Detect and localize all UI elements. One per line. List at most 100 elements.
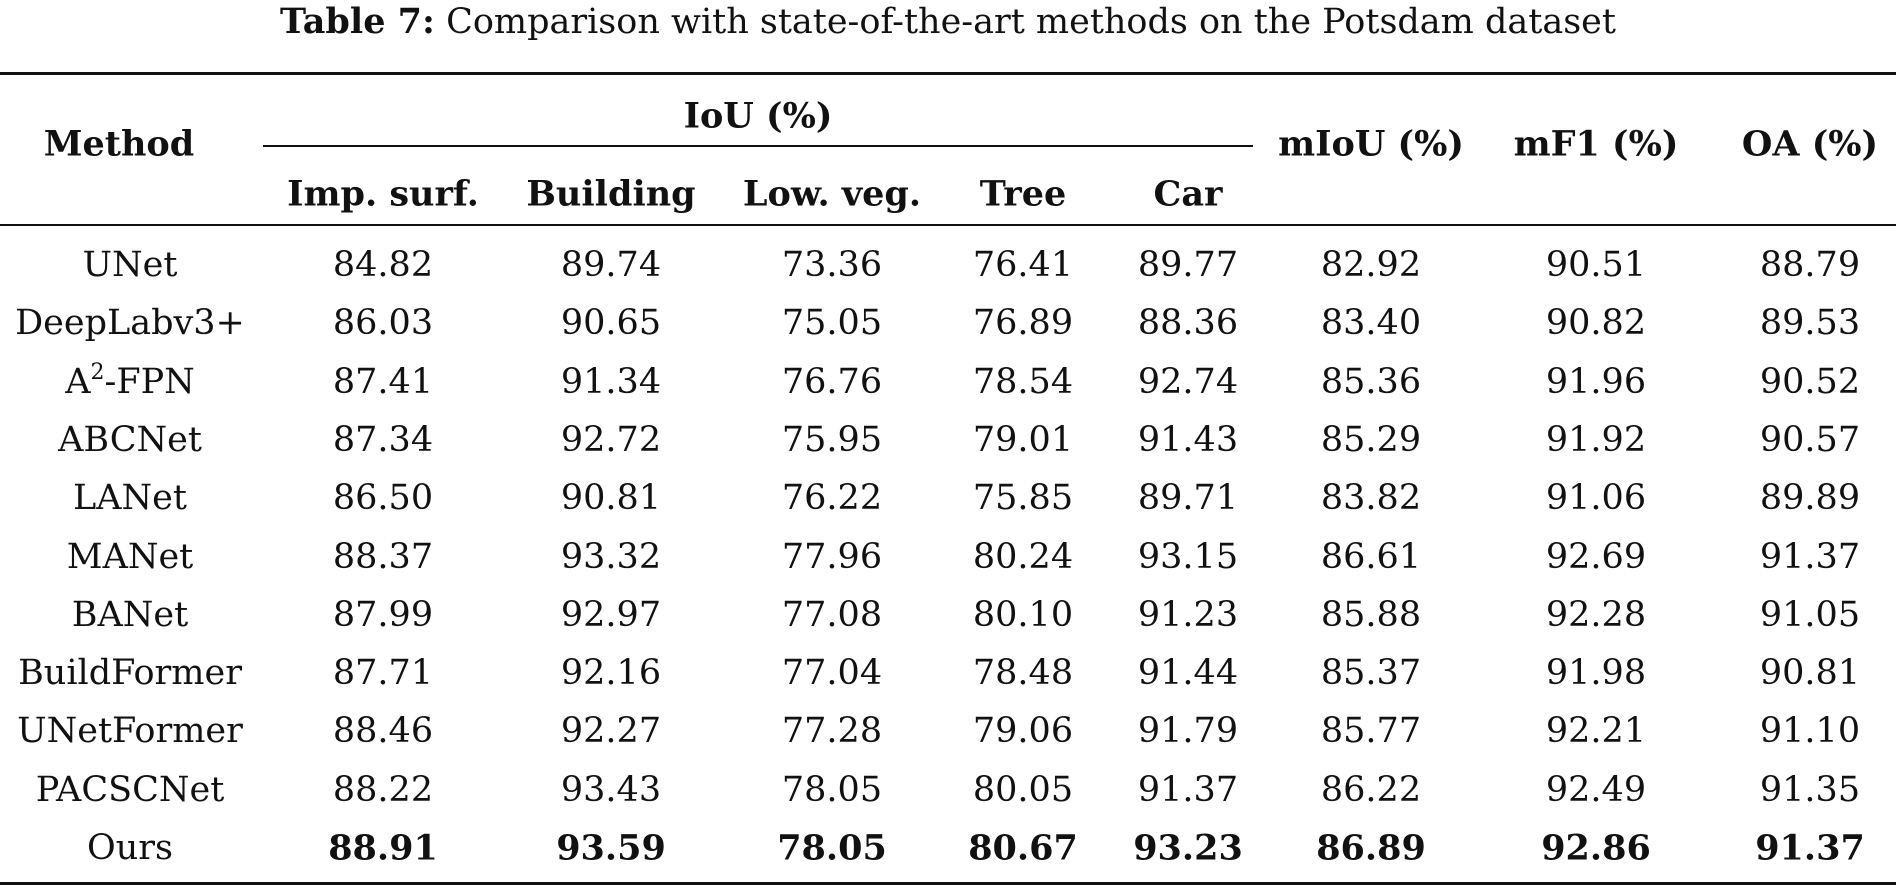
cell-tree: 80.05: [972, 769, 1074, 810]
row-method: BuildFormer: [18, 653, 242, 693]
cell-mf1: 92.69: [1545, 536, 1647, 577]
caption-label: Table 7:: [280, 1, 435, 42]
cell-car: 89.71: [1137, 478, 1239, 519]
cell-tree: 76.89: [972, 303, 1074, 344]
cell-tree: 75.85: [972, 478, 1074, 519]
cell-tree: 80.24: [972, 536, 1074, 577]
cell-tree: 79.01: [972, 419, 1074, 460]
top-rule: [0, 72, 1896, 75]
cell-miou: 85.77: [1320, 711, 1422, 752]
row-method: Ours: [87, 828, 173, 868]
cell-car: 91.79: [1137, 711, 1239, 752]
cell-oa: 89.53: [1759, 303, 1861, 344]
cell-miou: 82.92: [1320, 245, 1422, 285]
caption-text: Comparison with state-of-the-art methods…: [446, 2, 1616, 42]
header-tree: Tree: [979, 173, 1067, 215]
cell-miou: 86.89: [1316, 827, 1426, 869]
cell-imp-surf: 87.71: [332, 653, 434, 694]
row-method: BANet: [72, 595, 188, 635]
cell-oa: 90.52: [1759, 361, 1861, 402]
cell-miou: 85.88: [1320, 594, 1422, 635]
cell-oa: 89.89: [1759, 478, 1861, 519]
cell-mf1: 90.51: [1545, 245, 1647, 285]
cell-imp-surf: 86.03: [332, 303, 434, 344]
row-method: UNetFormer: [17, 711, 243, 751]
cell-imp-surf: 87.34: [332, 419, 434, 460]
cell-imp-surf: 88.22: [332, 769, 434, 810]
header-method: Method: [43, 123, 195, 165]
cell-car: 93.23: [1133, 827, 1243, 869]
header-low-veg: Low. veg.: [742, 173, 922, 215]
cell-mf1: 91.98: [1545, 653, 1647, 694]
cell-car: 91.43: [1137, 419, 1239, 460]
cell-building: 90.81: [560, 478, 662, 519]
cell-mf1: 92.28: [1545, 594, 1647, 635]
cell-low-veg: 77.96: [781, 536, 883, 577]
method-superscript: 2: [90, 359, 105, 385]
cell-building: 90.65: [560, 303, 662, 344]
row-method: UNet: [83, 245, 178, 285]
cell-mf1: 92.49: [1545, 769, 1647, 810]
header-oa: OA (%): [1741, 123, 1879, 165]
cell-mf1: 92.86: [1541, 827, 1651, 869]
cell-low-veg: 78.05: [781, 769, 883, 810]
cell-low-veg: 77.04: [781, 653, 883, 694]
method-name: A: [65, 361, 91, 402]
bottom-rule: [0, 882, 1896, 885]
cell-building: 89.74: [560, 245, 662, 285]
cell-building: 92.97: [560, 594, 662, 635]
cell-tree: 80.10: [972, 594, 1074, 635]
cell-building: 92.72: [560, 419, 662, 460]
cell-miou: 83.82: [1320, 478, 1422, 519]
method-name: PACSCNet: [35, 769, 225, 810]
cell-tree: 78.48: [972, 653, 1074, 694]
cell-oa: 91.35: [1759, 769, 1861, 810]
cell-oa: 88.79: [1759, 245, 1861, 285]
cell-low-veg: 76.22: [781, 478, 883, 519]
cell-low-veg: 73.36: [781, 245, 883, 285]
cell-miou: 85.36: [1320, 361, 1422, 402]
cell-building: 93.59: [556, 827, 666, 869]
row-method: PACSCNet: [36, 770, 225, 810]
cell-tree: 78.54: [972, 361, 1074, 402]
method-name: Ours: [87, 828, 173, 868]
cell-oa: 91.10: [1759, 711, 1861, 752]
cell-imp-surf: 88.46: [332, 711, 434, 752]
cell-miou: 85.37: [1320, 653, 1422, 694]
cell-building: 93.32: [560, 536, 662, 577]
method-name: BuildFormer: [18, 653, 242, 694]
cell-oa: 90.81: [1759, 653, 1861, 694]
header-rule: [0, 224, 1896, 226]
cell-tree: 76.41: [972, 245, 1074, 285]
cell-oa: 91.05: [1759, 594, 1861, 635]
cell-low-veg: 77.08: [781, 594, 883, 635]
cell-building: 92.27: [560, 711, 662, 752]
cell-car: 93.15: [1137, 536, 1239, 577]
header-building: Building: [526, 173, 696, 215]
row-method: A2-FPN: [65, 359, 195, 402]
method-name: LANet: [73, 478, 187, 519]
cell-oa: 90.57: [1759, 419, 1861, 460]
cell-low-veg: 77.28: [781, 711, 883, 752]
cell-car: 91.23: [1137, 594, 1239, 635]
row-method: ABCNet: [58, 420, 202, 460]
cell-tree: 79.06: [972, 711, 1074, 752]
header-iou-group: IoU (%): [683, 95, 833, 137]
header-mf1: mF1 (%): [1513, 123, 1679, 165]
header-car: Car: [1153, 173, 1223, 215]
cell-miou: 85.29: [1320, 419, 1422, 460]
cell-low-veg: 75.05: [781, 303, 883, 344]
cell-imp-surf: 88.91: [328, 827, 438, 869]
cell-car: 91.44: [1137, 653, 1239, 694]
cell-imp-surf: 87.41: [332, 361, 434, 402]
method-name: ABCNet: [58, 419, 202, 460]
cell-oa: 91.37: [1759, 536, 1861, 577]
method-name: UNet: [82, 245, 178, 285]
cell-miou: 86.22: [1320, 769, 1422, 810]
cell-low-veg: 76.76: [781, 361, 883, 402]
header-imp-surf: Imp. surf.: [287, 173, 479, 215]
row-method: MANet: [67, 537, 194, 577]
cell-car: 92.74: [1137, 361, 1239, 402]
cell-miou: 86.61: [1320, 536, 1422, 577]
method-name: DeepLabv3+: [15, 303, 245, 344]
